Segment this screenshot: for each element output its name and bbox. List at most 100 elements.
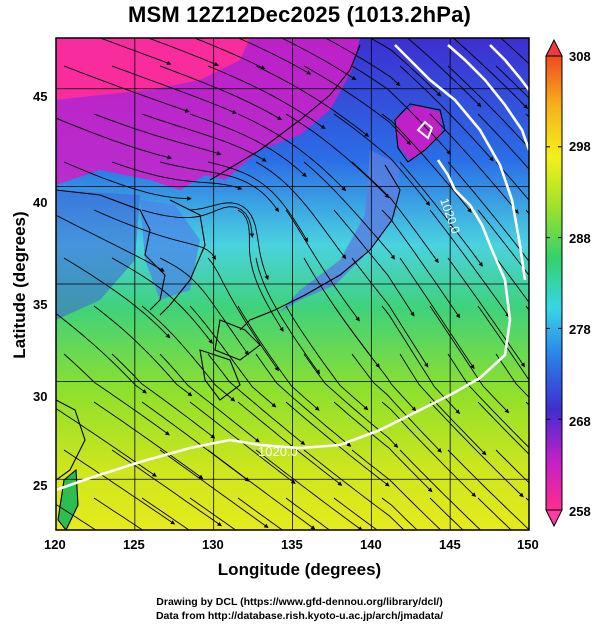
streamline	[351, 257, 429, 368]
streamline	[381, 401, 477, 498]
streamline	[495, 257, 529, 304]
x-tick-130: 130	[202, 537, 224, 552]
streamline	[495, 161, 529, 201]
streamline	[255, 353, 352, 447]
streamline	[56, 313, 147, 394]
streamline	[429, 209, 510, 318]
streamline	[237, 497, 284, 530]
streamline	[333, 113, 431, 206]
streamline	[159, 353, 260, 443]
y-tick-45: 45	[33, 89, 48, 104]
streamline	[324, 38, 401, 87]
streamline	[237, 401, 343, 486]
streamline	[399, 257, 475, 370]
streamline	[93, 209, 217, 260]
streamline	[93, 113, 222, 156]
streamline	[63, 257, 171, 339]
streamline	[56, 503, 97, 530]
streamline	[351, 65, 452, 155]
isobar-label-south: 1020.0	[258, 444, 298, 459]
streamline	[399, 65, 494, 162]
x-tick-120: 120	[44, 537, 66, 552]
streamline	[351, 449, 442, 530]
colorbar-tick-278: 278	[569, 322, 591, 337]
streamline	[495, 353, 529, 398]
streamline	[207, 161, 309, 243]
streamline	[452, 38, 529, 109]
streamline	[477, 209, 529, 277]
streamline	[477, 113, 529, 170]
streamline	[381, 113, 472, 213]
streamline	[237, 305, 320, 411]
page-title: MSM 12Z12Dec2025 (1013.2hPa)	[127, 2, 472, 27]
x-tick-150: 150	[517, 537, 539, 552]
isobar-1020	[56, 44, 529, 492]
streamline	[285, 209, 360, 322]
colorbar-tick-288: 288	[569, 231, 591, 246]
streamline	[285, 497, 331, 530]
streamline	[189, 202, 269, 281]
y-tick-25: 25	[33, 478, 48, 493]
streamline	[447, 161, 529, 266]
streamline	[303, 353, 399, 449]
streamline	[56, 117, 173, 160]
streamline	[255, 65, 370, 137]
streamline	[237, 113, 347, 192]
streamline	[255, 161, 347, 260]
streamline	[369, 38, 442, 97]
streamline	[207, 449, 316, 530]
streamline	[500, 38, 529, 65]
streamline	[147, 38, 219, 67]
streamline	[303, 449, 409, 530]
streamline	[447, 257, 526, 368]
streamline	[141, 113, 267, 162]
streamline	[93, 401, 204, 480]
colorbar-tick-258: 258	[569, 504, 591, 519]
streamline	[285, 305, 369, 411]
streamline	[111, 161, 243, 190]
streamline	[159, 161, 280, 213]
credit-data-source: Data from http://database.rish.kyoto-u.a…	[155, 610, 444, 622]
streamline	[399, 449, 482, 530]
streamline	[477, 497, 512, 530]
streamline	[381, 209, 461, 319]
streamline	[303, 161, 395, 260]
streamline	[333, 209, 415, 317]
streamline	[351, 161, 439, 264]
y-tick-40: 40	[33, 195, 48, 210]
x-tick-140: 140	[360, 537, 382, 552]
streamline	[111, 257, 213, 344]
streamline	[285, 113, 390, 199]
streamline	[429, 305, 510, 414]
plot-frame	[55, 37, 530, 531]
streamline	[429, 497, 464, 530]
streamline	[477, 401, 529, 455]
streamline	[159, 257, 249, 356]
streamline	[333, 497, 378, 530]
streamline	[429, 401, 524, 498]
streamline	[399, 161, 483, 267]
streamline	[447, 65, 529, 149]
y-axis-label: Latitude (degrees)	[10, 211, 29, 359]
streamline	[399, 353, 487, 456]
streamline	[207, 257, 279, 372]
streamline	[63, 353, 170, 436]
colorbar-tick-298: 298	[569, 139, 591, 154]
x-tick-145: 145	[439, 537, 461, 552]
streamline	[495, 65, 529, 99]
streamline	[141, 497, 190, 530]
y-tick-30: 30	[33, 389, 48, 404]
colorbar	[545, 38, 563, 528]
colorbar-tick-268: 268	[569, 414, 591, 429]
streamline	[63, 449, 176, 525]
x-tick-125: 125	[123, 537, 145, 552]
streamline	[207, 353, 306, 446]
colorbar-tick-308: 308	[569, 49, 591, 64]
streamline	[141, 206, 255, 238]
x-tick-135: 135	[281, 537, 303, 552]
streamline	[303, 65, 411, 146]
streamline	[56, 214, 165, 272]
streamline	[189, 113, 307, 177]
